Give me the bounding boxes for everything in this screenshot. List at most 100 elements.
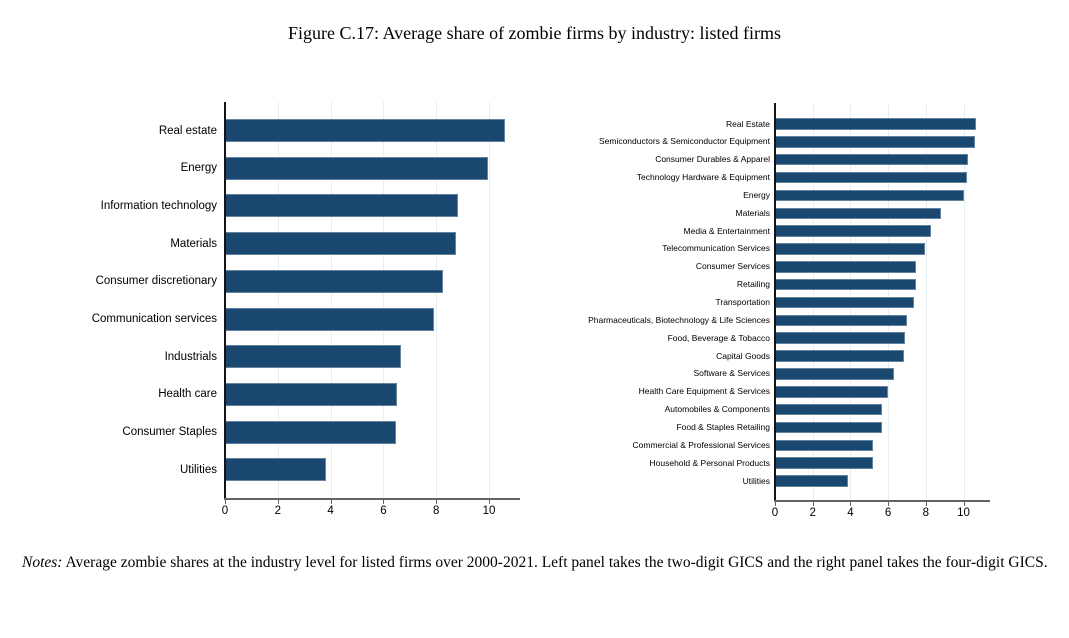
x-tick-label: 4 [847,507,854,519]
category-label: Real estate [158,124,217,137]
bar-automobiles-components [775,403,883,416]
gridline [436,102,438,498]
x-tick-mark [775,502,776,506]
x-tick-label: 2 [809,507,816,519]
category-label: Utilities [742,475,770,486]
category-label: Household & Personal Products [649,457,771,468]
category-label: Telecommunication Services [662,243,770,254]
y-axis-line [224,102,226,500]
category-label: Energy [180,162,217,175]
bar-household-personal-products [775,457,873,469]
x-tick-mark [436,500,438,504]
category-label: Commercial & Professional Services [632,439,770,450]
figure-title: Figure C.17: Average share of zombie fir… [287,23,782,43]
bar-media-entertainment [775,225,931,237]
bar-retailing [775,278,916,291]
x-axis-line [774,500,990,502]
bar-energy [775,189,964,202]
bar-consumer-staples [225,420,397,444]
gridline [925,103,927,500]
bar-health-care [225,382,398,406]
gridline [489,102,490,498]
notes-label: Notes: [22,554,63,571]
bar-pharmaceuticals-biotechnology-life-sciences [775,314,908,327]
x-tick-mark [850,502,852,506]
x-tick-mark [277,500,279,504]
x-tick-label: 0 [221,505,229,517]
category-label: Technology Hardware & Equipment [636,172,770,183]
category-label: Retailing [736,279,770,290]
x-tick-mark [812,502,814,506]
x-tick-label: 10 [482,505,496,517]
category-label: Media & Entertainment [683,225,770,236]
gridline [330,102,332,498]
x-tick-mark [489,500,490,504]
bar-telecommunication-services [775,243,926,255]
category-label: Semiconductors & Semiconductor Equipment [598,136,770,147]
left-bar-chart: Real estate Energy Information technology M… [91,102,520,517]
gridline [277,102,279,498]
category-label: Automobiles & Components [664,404,770,415]
category-label: Software & Services [693,368,770,379]
category-label: Consumer discretionary [95,275,217,288]
gridline [963,103,965,500]
x-tick-mark [925,502,927,506]
bar-transportation [775,296,914,309]
bar-utilities [225,458,327,482]
bar-commercial-professional-services [775,439,874,452]
x-tick-label: 8 [432,505,440,517]
x-tick-label: 8 [922,507,929,519]
bar-software-services [775,368,894,380]
x-tick-label: 0 [771,507,779,519]
bar-technology-hardware-equipment [775,171,968,184]
category-label: Health care [158,388,217,401]
x-tick-mark [383,500,385,504]
notes: Notes: Average zombie shares at the indu… [22,551,1048,574]
x-tick-mark [888,502,890,506]
category-label: Industrials [164,350,217,363]
notes-text: Average zombie shares at the industry le… [65,554,1048,571]
category-label: Materials [170,237,217,250]
bar-consumer-services [775,261,917,273]
x-axis-line [224,498,520,500]
category-label: Consumer Staples [122,426,217,439]
x-tick-mark [330,500,332,504]
category-label: Information technology [100,199,217,212]
x-tick-mark [963,502,965,506]
bar-utilities [775,475,848,487]
x-tick-label: 2 [274,505,281,517]
category-label: Real Estate [726,118,770,129]
bar-health-care-equipment-services [775,386,889,398]
category-label: Pharmaceuticals, Biotechnology & Life Sc… [588,314,770,325]
gridline [383,102,385,498]
bar-capital-goods [775,350,905,362]
category-label: Transportation [715,297,771,307]
bar-materials [775,207,942,219]
category-label: Capital Goods [716,350,770,361]
category-label: Communication services [91,313,217,325]
bar-materials [225,232,456,256]
y-axis-line [774,103,776,502]
category-label: Food, Beverage & Tobacco [667,332,770,343]
category-label: Consumer Durables & Apparel [655,154,770,165]
category-label: Consumer Services [695,261,770,272]
category-label: Food & Staples Retailing [676,421,770,432]
x-tick-label: 6 [884,507,892,519]
bar-semiconductors-semiconductor-equipment [775,136,976,148]
bar-energy [225,156,489,180]
category-label: Energy [743,189,770,200]
bar-consumer-durables-apparel [775,153,968,166]
bar-industrials [225,345,402,369]
category-label: Utilities [179,463,217,476]
bar-food-staples-retailing [775,421,882,434]
bar-real-estate [775,118,977,130]
category-label: Health Care Equipment & Services [638,386,770,397]
x-tick-label: 4 [327,505,334,517]
category-label: Materials [735,207,770,218]
right-bar-chart: Real Estate Semiconductors & Semiconducto… [588,103,990,519]
bar-communication-services [225,307,435,331]
x-tick-mark [225,500,226,504]
bar-food-beverage-tobacco [775,332,906,344]
x-tick-label: 6 [380,505,387,517]
